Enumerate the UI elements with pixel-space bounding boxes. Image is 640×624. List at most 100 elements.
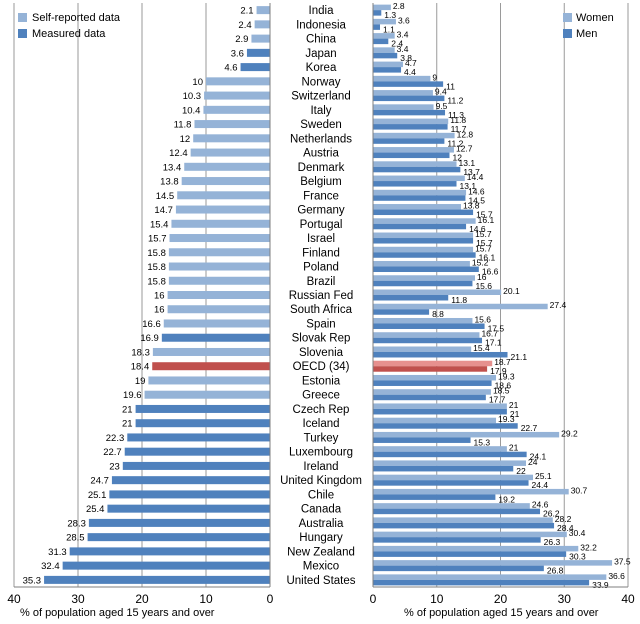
left-bar-value-label: 19.6 [123, 390, 142, 401]
men-bar-indonesia [373, 24, 381, 30]
women-bar-oecd-34 [373, 360, 493, 367]
country-label-luxembourg: Luxembourg [289, 447, 353, 459]
women-bar-norway [373, 75, 431, 82]
left-bar-value-label: 12.4 [169, 148, 188, 159]
men-bar-value-label: 22 [516, 466, 526, 476]
left-bar-germany [175, 205, 270, 214]
left-bar-value-label: 2.1 [240, 6, 253, 17]
men-bar-korea [373, 67, 402, 73]
left-bar-spain [163, 319, 270, 328]
left-bar-value-label: 16.6 [142, 319, 161, 330]
women-bar-south-africa [373, 303, 548, 310]
left-bar-denmark [184, 162, 270, 171]
country-label-sweden: Sweden [300, 119, 342, 131]
left-bar-indonesia [254, 20, 270, 29]
left-bar-greece [144, 390, 270, 399]
women-bar-value-label: 3.4 [397, 44, 409, 54]
men-bar-value-label: 12 [453, 153, 463, 163]
women-bar-value-label: 4.7 [405, 58, 417, 68]
women-bar-indonesia [373, 18, 396, 25]
country-label-russian-fed: Russian Fed [289, 290, 354, 302]
men-bar-value-label: 11.2 [447, 96, 463, 106]
men-bar-value-label: 16.6 [482, 267, 499, 277]
left-bar-russian-fed [167, 291, 270, 299]
left-bar-value-label: 4.6 [224, 63, 237, 74]
women-bar-india [373, 4, 391, 11]
women-bar-austria [373, 147, 454, 153]
men-bar-value-label: 26.8 [547, 566, 564, 576]
women-bar-value-label: 13.1 [459, 158, 476, 168]
legend-swatch-men [563, 29, 572, 38]
left-bar-ireland [122, 461, 270, 470]
women-bar-hungary [373, 531, 567, 538]
men-bar-denmark [373, 166, 461, 173]
left-panel-bars: 2.1 2.4 2.9 3.6 4.6 10 10.3 10.4 11.8 12 12.4 13.4 1… [23, 6, 271, 586]
country-label-greece: Greece [302, 390, 340, 402]
country-label-chile: Chile [308, 489, 334, 501]
left-x-tick-label: 10 [199, 592, 213, 606]
men-bar-value-label: 15.3 [474, 437, 491, 447]
left-bar-value-label: 2.4 [238, 20, 251, 31]
legend-swatch-women [563, 13, 572, 22]
women-bar-russian-fed [373, 289, 502, 295]
women-bar-value-label: 19.3 [498, 371, 515, 381]
men-bar-iceland [373, 423, 518, 429]
women-bar-value-label: 9.5 [436, 101, 448, 111]
men-bar-luxembourg [373, 451, 527, 458]
legend-swatch-measured [18, 29, 27, 38]
left-bar-india [256, 6, 270, 15]
country-label-poland: Poland [303, 262, 339, 274]
left-bar-estonia [148, 376, 270, 385]
left-bar-netherlands [193, 134, 270, 143]
country-label-india: India [309, 5, 335, 17]
men-bar-value-label: 11.7 [451, 124, 467, 134]
right-legend: Women Men [563, 12, 614, 40]
women-bar-value-label: 16 [477, 272, 487, 282]
country-label-japan: Japan [305, 48, 336, 60]
left-bar-value-label: 22.7 [103, 447, 122, 458]
left-bar-value-label: 25.4 [86, 504, 105, 515]
women-bar-value-label: 32.2 [580, 542, 597, 552]
country-label-ireland: Ireland [303, 461, 338, 473]
country-label-korea: Korea [306, 62, 337, 74]
country-label-turkey: Turkey [304, 432, 339, 444]
women-bar-portugal [373, 218, 476, 224]
men-bar-value-label: 13.1 [460, 181, 477, 191]
left-bar-portugal [171, 219, 270, 228]
women-bar-value-label: 12.7 [456, 144, 473, 154]
women-bar-china [373, 33, 395, 39]
country-label-hungary: Hungary [299, 532, 343, 544]
men-bar-value-label: 21 [510, 409, 520, 419]
women-bar-value-label: 16.7 [481, 329, 498, 339]
left-bar-italy [203, 105, 270, 114]
women-bar-united-kingdom [373, 474, 534, 481]
left-bar-slovak-rep [161, 333, 270, 342]
women-bar-value-label: 24.6 [532, 500, 549, 510]
men-bar-value-label: 1.3 [384, 10, 396, 20]
women-bar-value-label: 27.4 [550, 300, 567, 310]
country-label-belgium: Belgium [300, 176, 342, 188]
men-bar-israel [373, 238, 474, 244]
country-label-czech-rep: Czech Rep [293, 404, 350, 416]
left-bar-value-label: 10.4 [182, 105, 201, 116]
men-bar-value-label: 17.9 [490, 366, 507, 376]
left-bar-value-label: 15.8 [147, 248, 166, 259]
women-bar-slovenia [373, 346, 472, 352]
women-bar-value-label: 15.7 [475, 229, 492, 239]
women-bar-new-zealand [373, 545, 579, 552]
men-bar-poland [373, 266, 479, 273]
men-bar-value-label: 15.7 [476, 238, 493, 248]
men-bar-france [373, 195, 466, 201]
men-bar-estonia [373, 380, 492, 386]
men-bar-japan [373, 52, 398, 59]
men-bar-china [373, 38, 389, 45]
left-bar-value-label: 15.8 [147, 276, 166, 287]
left-bar-sweden [194, 120, 270, 129]
country-label-united-kingdom: United Kingdom [280, 475, 362, 487]
women-bar-value-label: 3.4 [397, 30, 409, 40]
left-bar-value-label: 15.4 [150, 219, 169, 230]
country-label-switzerland: Switzerland [291, 91, 350, 103]
country-label-slovenia: Slovenia [299, 347, 344, 359]
left-bar-value-label: 14.7 [154, 205, 173, 216]
women-bar-korea [373, 61, 403, 68]
